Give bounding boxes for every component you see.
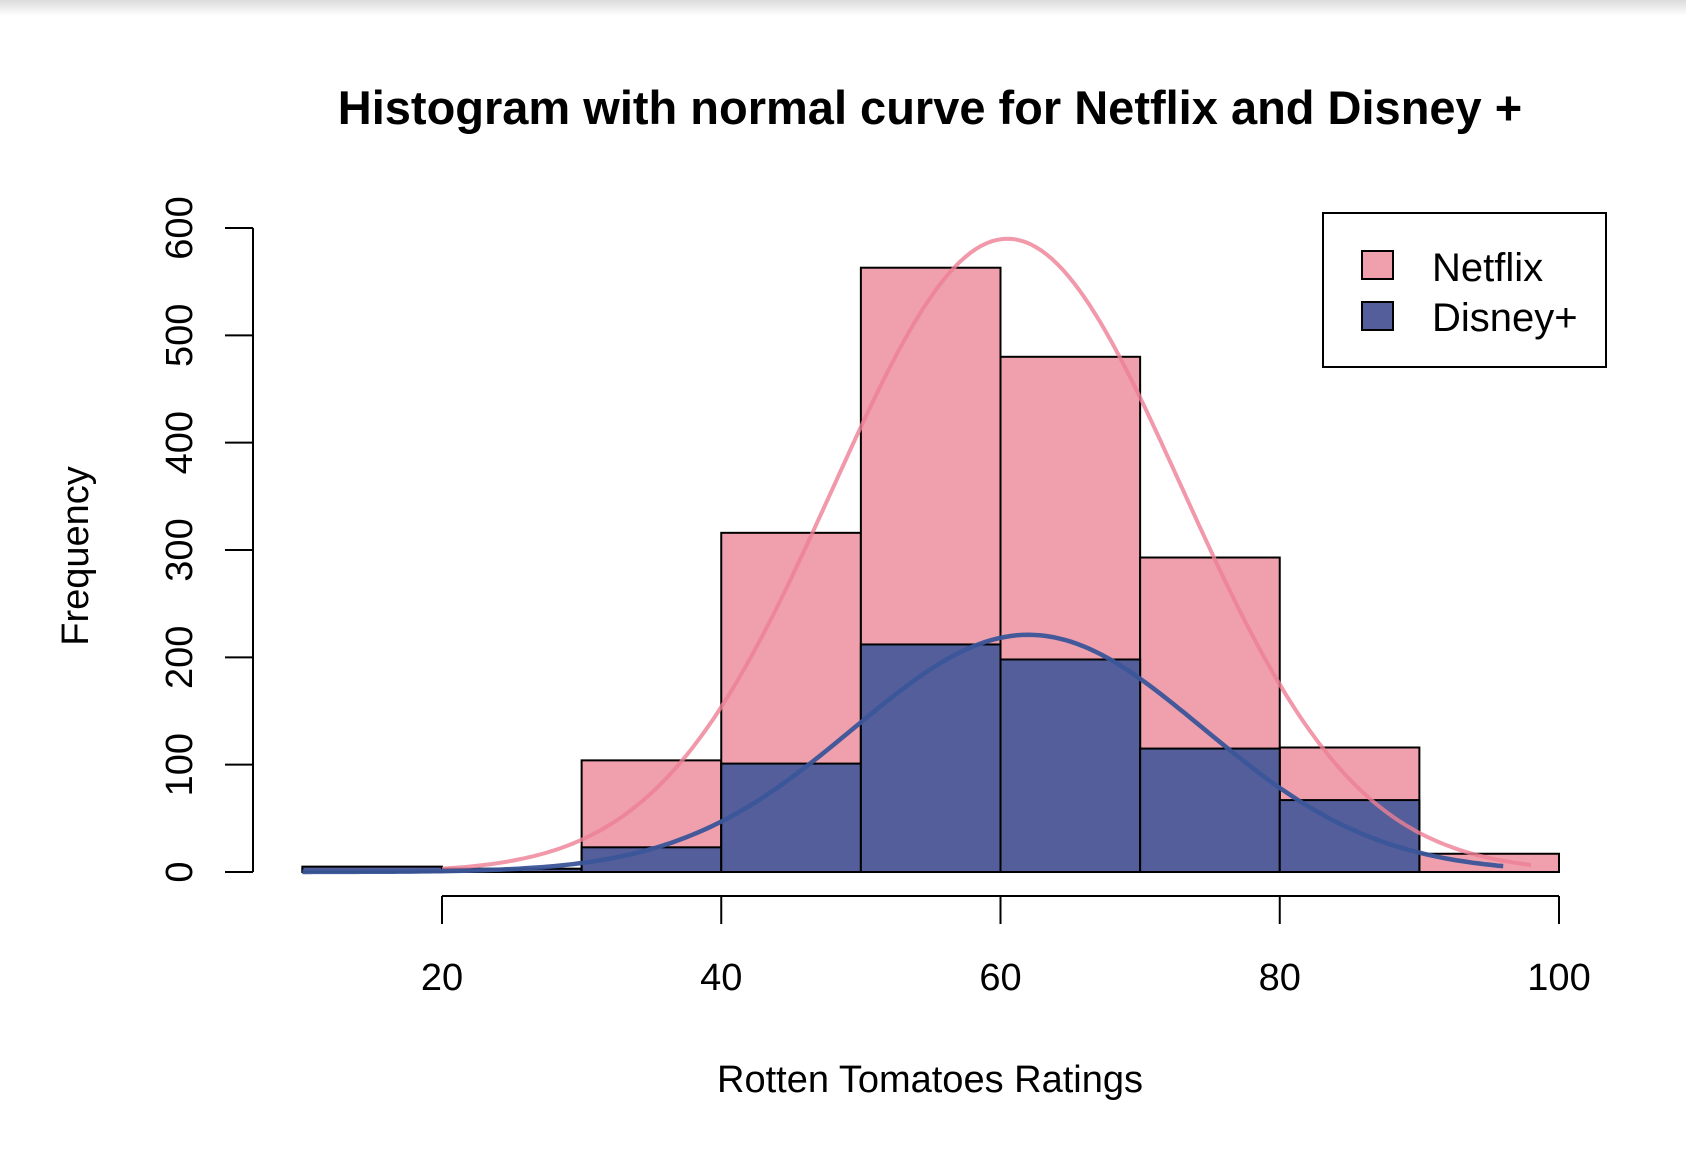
y-tick-label-500: 500 xyxy=(159,304,201,367)
y-tick-label-0: 0 xyxy=(159,861,201,882)
legend-swatch-disney xyxy=(1361,301,1394,331)
x-tick-label-60: 60 xyxy=(979,957,1021,999)
y-tick-label-200: 200 xyxy=(159,626,201,689)
bars-layer xyxy=(301,266,1560,874)
legend-label-netflix: Netflix xyxy=(1432,246,1543,290)
x-tick-label-20: 20 xyxy=(421,957,463,999)
x-axis: 20 40 60 80 100 xyxy=(421,895,1591,999)
legend-swatch-netflix xyxy=(1361,250,1394,280)
bar-disney-60-70 xyxy=(999,658,1142,873)
bar-disney-50-60 xyxy=(859,643,1002,873)
x-tick-label-80: 80 xyxy=(1259,957,1301,999)
legend-label-disney: Disney+ xyxy=(1432,296,1578,340)
window-top-shadow xyxy=(0,0,1686,16)
curves-layer xyxy=(302,236,1532,875)
x-tick-label-100: 100 xyxy=(1527,957,1590,999)
y-tick-label-600: 600 xyxy=(159,196,201,259)
x-tick-label-40: 40 xyxy=(700,957,742,999)
y-tick-label-300: 300 xyxy=(159,518,201,581)
legend-box xyxy=(1322,212,1607,368)
legend: Netflix Disney+ xyxy=(1322,212,1607,368)
chart-title: Histogram with normal curve for Netflix … xyxy=(338,81,1522,134)
normal-curve-netflix xyxy=(441,236,1532,871)
y-axis: 0 100 200 300 400 500 600 xyxy=(159,196,254,883)
x-axis-label: Rotten Tomatoes Ratings xyxy=(717,1059,1143,1101)
normal-curve-disney xyxy=(302,632,1504,875)
y-axis-label: Frequency xyxy=(55,466,97,646)
bar-disney-70-80 xyxy=(1139,747,1281,873)
bar-disney-40-50 xyxy=(720,762,862,873)
y-tick-label-400: 400 xyxy=(159,411,201,474)
bar-disney-80-90 xyxy=(1278,799,1421,873)
y-tick-label-100: 100 xyxy=(159,733,201,796)
